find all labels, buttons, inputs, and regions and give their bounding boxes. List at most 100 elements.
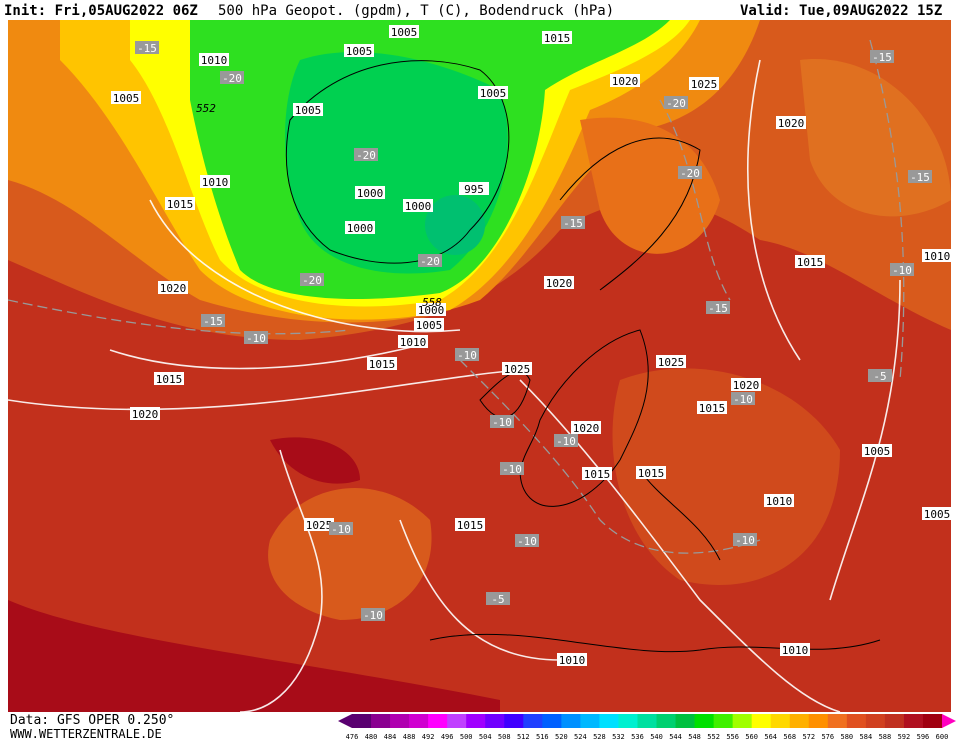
legend-swatch bbox=[409, 714, 429, 728]
temperature-label-box bbox=[733, 533, 757, 546]
isobar-label: 1000 bbox=[405, 200, 432, 213]
legend-swatch bbox=[466, 714, 486, 728]
init-time: Init: Fri,05AUG2022 06Z bbox=[4, 3, 198, 19]
temperature-label: -5 bbox=[873, 370, 886, 383]
legend-label: 520 bbox=[555, 733, 568, 741]
isobar-label: 1000 bbox=[347, 222, 374, 235]
isobar-label-box bbox=[764, 494, 794, 507]
isobar-label-box bbox=[165, 197, 195, 210]
temperature-label-box bbox=[220, 71, 244, 84]
temperature-label: -10 bbox=[556, 435, 576, 448]
temperature-label-box bbox=[135, 41, 159, 54]
isobar-label-box bbox=[636, 466, 666, 479]
header-bar bbox=[0, 0, 959, 20]
isobar-label-box bbox=[780, 643, 810, 656]
temperature-label-box bbox=[890, 263, 914, 276]
isobar-label-box bbox=[367, 357, 397, 370]
isobar-label-box bbox=[582, 467, 612, 480]
legend-label: 568 bbox=[783, 733, 796, 741]
temperature-label-box bbox=[870, 50, 894, 63]
temperature-label: -5 bbox=[491, 593, 504, 606]
isobar-label-box bbox=[355, 186, 385, 199]
isobar-label-box bbox=[862, 444, 892, 457]
temperature-label-box bbox=[500, 462, 524, 475]
isobar-label: 1020 bbox=[733, 379, 760, 392]
isobar-label-box bbox=[389, 25, 419, 38]
isobar-label-box bbox=[731, 378, 761, 391]
isobar-label: 995 bbox=[464, 183, 484, 196]
temperature-label-box bbox=[515, 534, 539, 547]
legend-swatch bbox=[808, 714, 829, 728]
isobar-label: 1005 bbox=[864, 445, 891, 458]
temperature-label: -10 bbox=[246, 332, 266, 345]
legend-swatch bbox=[846, 714, 867, 728]
temperature-label: -10 bbox=[492, 416, 512, 429]
height-label: 558 bbox=[422, 296, 442, 309]
temperature-label: -20 bbox=[666, 97, 686, 110]
legend-label: 556 bbox=[726, 733, 739, 741]
legend-label: 484 bbox=[384, 733, 397, 741]
temperature-label-box bbox=[300, 273, 324, 286]
isobar-label-box bbox=[922, 507, 951, 520]
legend-swatch bbox=[580, 714, 600, 728]
legend-arrow-left bbox=[338, 714, 352, 728]
legend-swatch bbox=[713, 714, 734, 728]
legend-swatch bbox=[922, 714, 943, 728]
legend-label: 508 bbox=[498, 733, 511, 741]
legend-label: 528 bbox=[593, 733, 606, 741]
legend-label: 532 bbox=[612, 733, 625, 741]
valid-time: Valid: Tue,09AUG2022 15Z bbox=[740, 3, 942, 19]
legend-label: 576 bbox=[821, 733, 834, 741]
isobar-label-box bbox=[689, 77, 719, 90]
legend-label: 544 bbox=[669, 733, 682, 741]
legend-swatch bbox=[390, 714, 410, 728]
legend-swatch bbox=[903, 714, 924, 728]
temperature-label-box bbox=[561, 216, 585, 229]
legend-swatch bbox=[599, 714, 619, 728]
isobar-label: 1010 bbox=[201, 54, 228, 67]
map-labels: 1005 1015 1010 1005 1005 1005 1005 1020 1025 1020… bbox=[111, 25, 951, 667]
isobar-label-box bbox=[795, 255, 825, 268]
isobar-label-box bbox=[111, 91, 141, 104]
isobar-label-box bbox=[542, 31, 572, 44]
isobar-label: 1010 bbox=[400, 336, 427, 349]
temperature-label: -10 bbox=[502, 463, 522, 476]
legend-label: 600 bbox=[936, 733, 949, 741]
temperature-label-box bbox=[486, 592, 510, 605]
temperature-label-box bbox=[908, 170, 932, 183]
isobar-label: 1010 bbox=[202, 176, 229, 189]
isobar-label: 1005 bbox=[346, 45, 373, 58]
temperature-label: -20 bbox=[302, 274, 322, 287]
legend-label: 476 bbox=[346, 733, 359, 741]
isobar-label: 1000 bbox=[357, 187, 384, 200]
isobar-label-box bbox=[403, 199, 433, 212]
legend-swatch bbox=[504, 714, 524, 728]
legend-label: 512 bbox=[517, 733, 530, 741]
legend-swatch bbox=[523, 714, 543, 728]
temperature-label: -10 bbox=[457, 349, 477, 362]
isobar-label: 1020 bbox=[132, 408, 159, 421]
legend-swatch bbox=[770, 714, 791, 728]
temperature-label: -10 bbox=[517, 535, 537, 548]
isobar-label: 1010 bbox=[782, 644, 809, 657]
legend-swatch bbox=[675, 714, 696, 728]
isobar-label: 1005 bbox=[924, 508, 951, 521]
color-legend: 476 480 484 488 492 496 500 504 508 512 516 520 524 5… bbox=[338, 714, 956, 741]
legend-label: 496 bbox=[441, 733, 454, 741]
isobar-label-box bbox=[398, 335, 428, 348]
temperature-label-box bbox=[554, 434, 578, 447]
legend-label: 596 bbox=[917, 733, 930, 741]
isobar-label: 1025 bbox=[658, 356, 685, 369]
isobar-label: 1005 bbox=[113, 92, 140, 105]
legend-swatch bbox=[542, 714, 562, 728]
legend-label: 552 bbox=[707, 733, 720, 741]
temperature-label-box bbox=[706, 301, 730, 314]
isobar-label-box bbox=[571, 421, 601, 434]
isobar-label: 1005 bbox=[295, 104, 322, 117]
legend-label: 516 bbox=[536, 733, 549, 741]
temperature-label: -10 bbox=[735, 534, 755, 547]
legend-swatch bbox=[789, 714, 810, 728]
temperature-label-box bbox=[731, 392, 755, 405]
isobar-label: 1015 bbox=[584, 468, 611, 481]
temperature-label: -10 bbox=[331, 523, 351, 536]
